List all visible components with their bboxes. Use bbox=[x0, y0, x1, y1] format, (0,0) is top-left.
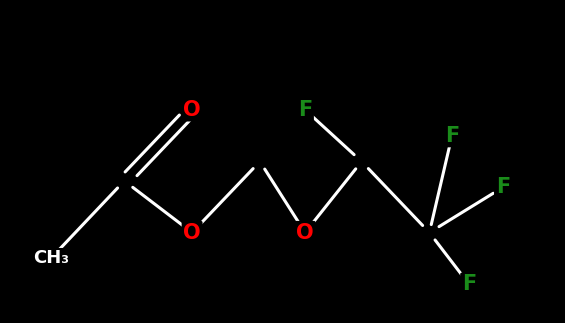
Text: O: O bbox=[296, 223, 314, 243]
Text: F: F bbox=[496, 177, 510, 197]
Text: F: F bbox=[462, 274, 476, 294]
Text: O: O bbox=[183, 100, 201, 120]
Text: F: F bbox=[298, 100, 312, 120]
Text: F: F bbox=[445, 126, 459, 146]
Text: CH₃: CH₃ bbox=[33, 249, 69, 267]
Text: O: O bbox=[183, 223, 201, 243]
